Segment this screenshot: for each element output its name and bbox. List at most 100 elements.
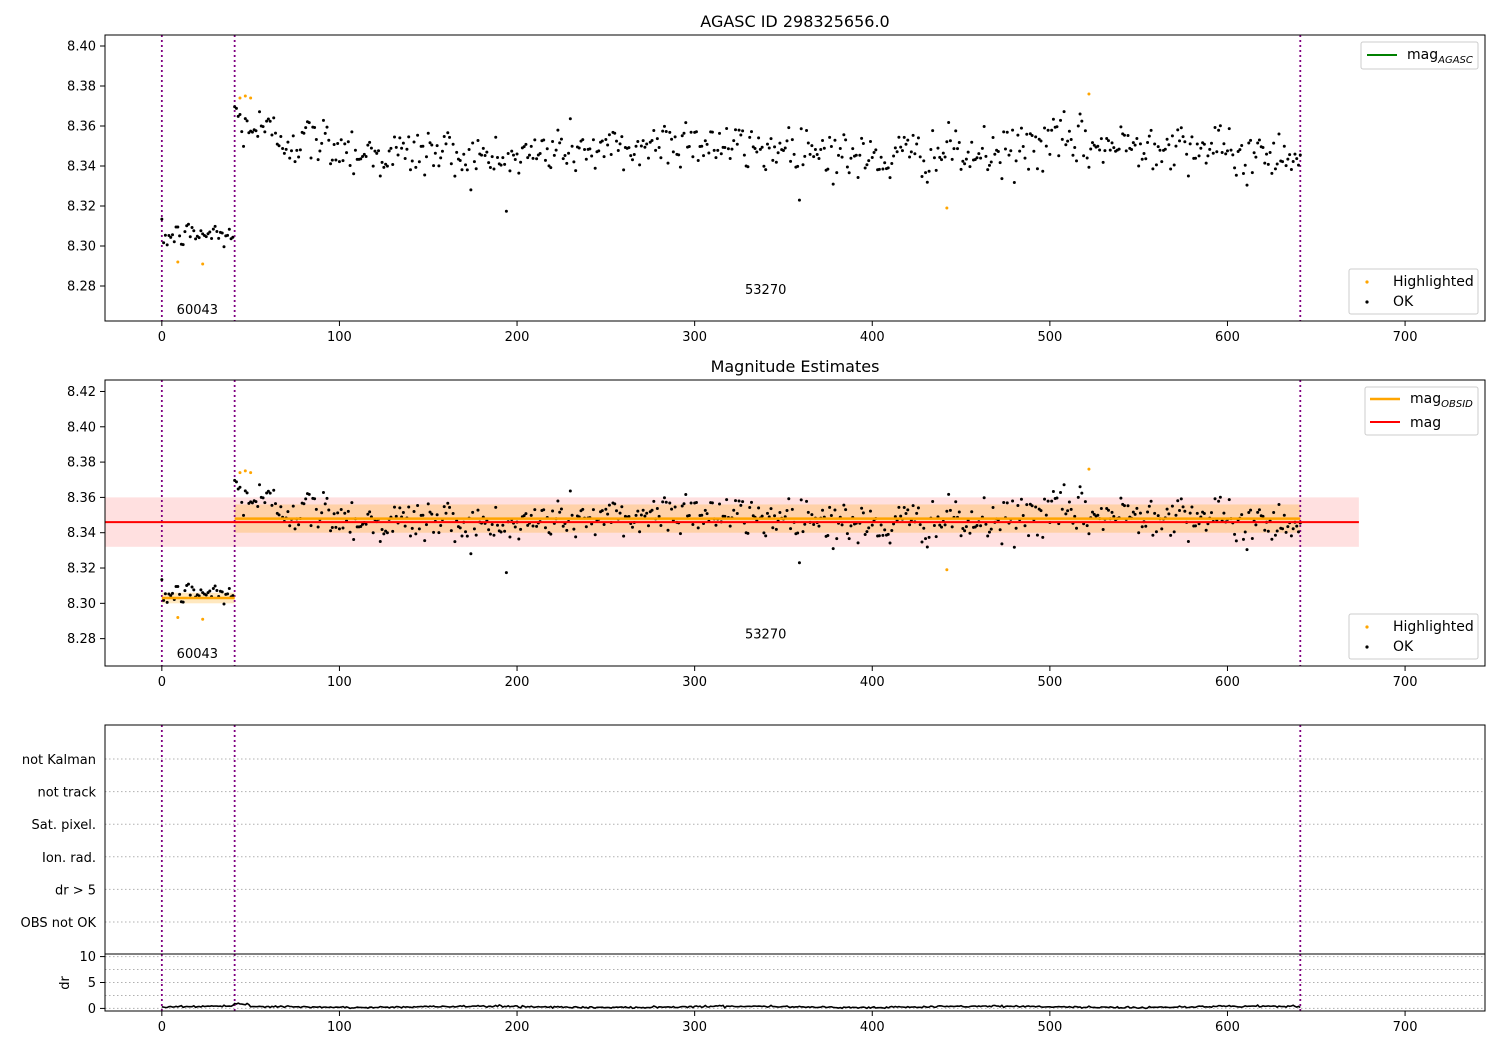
ok-point (641, 508, 645, 512)
ok-point (765, 142, 769, 146)
ok-point (618, 142, 622, 146)
ok-point (762, 164, 766, 168)
ok-point (270, 133, 274, 137)
obsid-label: 53270 (745, 628, 786, 643)
ok-point (1135, 136, 1139, 140)
ok-point (673, 135, 677, 139)
ok-point (627, 515, 631, 519)
ok-point (504, 571, 508, 575)
ok-point (186, 582, 190, 586)
ok-point (503, 162, 507, 166)
ok-point (178, 592, 182, 596)
ok-point (1066, 509, 1070, 513)
highlighted-point (238, 96, 242, 100)
ok-point (735, 142, 739, 146)
ok-point (1023, 524, 1027, 528)
ok-point (856, 541, 860, 545)
ok-point (1101, 160, 1105, 164)
dr-line (161, 1002, 1301, 1010)
ok-point (716, 148, 720, 152)
ok-point (414, 165, 418, 169)
ok-point (513, 525, 517, 529)
x-tick-label: 600 (1215, 1020, 1240, 1035)
ok-point (883, 528, 887, 532)
ok-point (190, 225, 194, 229)
ok-point (382, 532, 386, 536)
flags-dr-frame (104, 724, 1486, 1012)
ok-point (368, 510, 372, 514)
ok-point (321, 118, 325, 122)
ok-point (1064, 512, 1068, 516)
ok-point (703, 508, 707, 512)
ok-point (1256, 510, 1260, 514)
ok-point (764, 534, 768, 538)
ok-point (652, 129, 656, 133)
ok-point (192, 588, 196, 592)
ok-point (982, 124, 986, 128)
ok-point (696, 526, 700, 530)
ok-point (527, 153, 531, 157)
ok-point (931, 129, 935, 133)
legend-marker-highlighted (1365, 280, 1369, 284)
ok-point (646, 156, 650, 160)
ok-point (350, 501, 354, 505)
ok-point (920, 540, 924, 544)
ok-point (622, 168, 626, 172)
ok-point (659, 523, 663, 527)
ok-point (1126, 133, 1130, 137)
ok-point (1044, 513, 1048, 517)
ok-point (1174, 513, 1178, 517)
ok-point (291, 134, 295, 138)
ok-point (1027, 534, 1031, 538)
ok-point (826, 167, 830, 171)
ok-point (1293, 152, 1297, 156)
ok-point (508, 535, 512, 539)
ok-point (167, 233, 171, 237)
ok-point (845, 165, 849, 169)
ok-point (412, 509, 416, 513)
ok-point (1266, 162, 1270, 166)
ok-point (1034, 505, 1038, 509)
ok-point (925, 545, 929, 549)
ok-point (314, 507, 318, 511)
ok-point (1282, 513, 1286, 517)
ok-point (987, 163, 991, 167)
ok-point (684, 492, 688, 496)
ok-point (749, 130, 753, 134)
ok-point (1195, 511, 1199, 515)
ok-point (190, 585, 194, 589)
ok-point (1002, 130, 1006, 134)
x-tick-label: 200 (505, 1020, 530, 1035)
ok-point (986, 168, 990, 172)
ok-point (542, 138, 546, 142)
ok-point (892, 154, 896, 158)
ok-point (1181, 505, 1185, 509)
ok-point (531, 524, 535, 528)
ok-point (1167, 143, 1171, 147)
ok-point (602, 522, 606, 526)
ok-point (448, 505, 452, 509)
ok-point (352, 538, 356, 542)
ok-point (785, 508, 789, 512)
ok-point (749, 500, 753, 504)
ok-point (734, 128, 738, 132)
ok-point (847, 171, 851, 175)
ok-point (1043, 126, 1047, 130)
ok-point (1270, 537, 1274, 541)
ok-point (504, 209, 508, 213)
ok-point (1005, 130, 1009, 134)
y-tick-label: 10 (79, 950, 96, 965)
ok-point (231, 235, 235, 239)
ok-point (274, 131, 278, 135)
ok-point (181, 243, 185, 247)
x-tick-label: 700 (1393, 330, 1418, 345)
y-tick-label: 8.30 (67, 597, 96, 612)
ok-point (970, 140, 974, 144)
ok-point (783, 146, 787, 150)
agasc-panel-frame (104, 34, 1486, 322)
ok-point (828, 135, 832, 139)
ok-point (655, 507, 659, 511)
ok-point (181, 600, 185, 604)
ok-point (1016, 503, 1020, 507)
ok-point (771, 158, 775, 162)
